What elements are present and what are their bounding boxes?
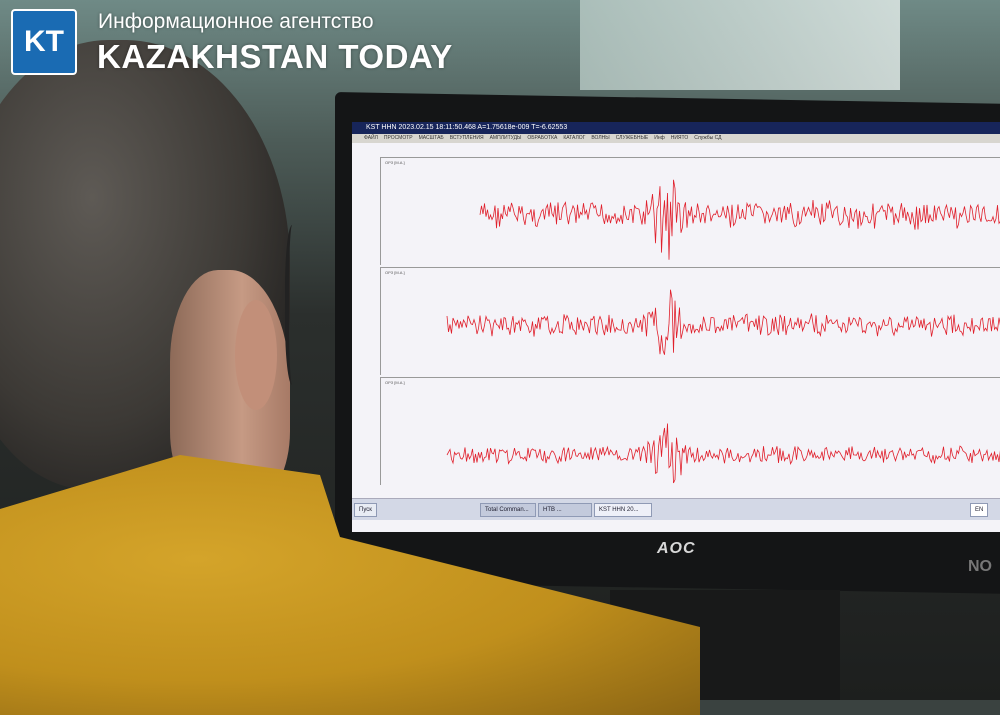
- menu-item[interactable]: Инф: [654, 135, 665, 141]
- menu-item[interactable]: КАТАЛОГ: [563, 135, 586, 141]
- seismogram-traces: [446, 179, 1000, 484]
- seismogram-panel: ОРЗ [М.А.]: [380, 267, 1000, 375]
- panel-label: ОРЗ [М.А.]: [385, 270, 405, 275]
- menu-item[interactable]: ВОЛНЫ: [591, 135, 610, 141]
- language-indicator[interactable]: EN: [970, 503, 989, 517]
- seismogram-panel: ОРЗ [М.А.]: [380, 157, 1000, 265]
- monitor-screen: KST HHN 2023.02.15 18:11:50.468 A=1.7561…: [352, 122, 1000, 532]
- menu-item[interactable]: ПРОСМОТР: [383, 135, 413, 141]
- taskbar-item-active[interactable]: KST HHN 20...: [594, 503, 652, 517]
- kt-logo: KT: [11, 9, 77, 75]
- seismogram-trace: [446, 423, 1000, 484]
- start-button[interactable]: Пуск: [354, 503, 377, 517]
- taskbar-item[interactable]: HTB ...: [538, 503, 592, 517]
- window-titlebar: KST HHN 2023.02.15 18:11:50.468 A=1.7561…: [352, 122, 1000, 134]
- seismogram-trace: [479, 179, 1000, 260]
- menu-item[interactable]: Службы СД: [694, 135, 722, 141]
- logo-name: KAZAKHSTAN TODAY: [97, 38, 453, 75]
- logo-tagline: Информационное агентство: [98, 10, 374, 33]
- panel-label: ОРЗ [М.А.]: [385, 160, 405, 165]
- taskbar-item[interactable]: Total Comman...: [480, 503, 536, 517]
- person-ear: [235, 300, 277, 410]
- menu-item[interactable]: НИЯТО: [670, 135, 689, 141]
- menu-item[interactable]: ВСТУПЛЕНИЯ: [449, 135, 484, 141]
- menu-item[interactable]: ОБРАБОТКА: [527, 135, 558, 141]
- glasses: [285, 225, 303, 385]
- menu-bar: ФАЙЛ ПРОСМОТР МАСШТАБ ВСТУПЛЕНИЯ АМПЛИТУДЫ ОБ…: [352, 134, 1000, 143]
- panel-label: ОРЗ [М.А.]: [385, 380, 405, 385]
- menu-item[interactable]: МАСШТАБ: [418, 135, 444, 141]
- monitor-brand-2: NO: [968, 558, 992, 575]
- monitor-brand: AOC: [657, 540, 696, 557]
- menu-item[interactable]: ФАЙЛ: [364, 135, 378, 141]
- window-light: [580, 0, 900, 90]
- taskbar: Пуск Total Comman... HTB ... KST HHN 20.…: [352, 498, 1000, 520]
- seismogram-trace: [446, 289, 1000, 355]
- menu-item[interactable]: АМПЛИТУДЫ: [489, 135, 522, 141]
- seismogram-panel: ОРЗ [М.А.]: [380, 377, 1000, 485]
- menu-item[interactable]: СЛУЖЕБНЫЕ: [615, 135, 649, 141]
